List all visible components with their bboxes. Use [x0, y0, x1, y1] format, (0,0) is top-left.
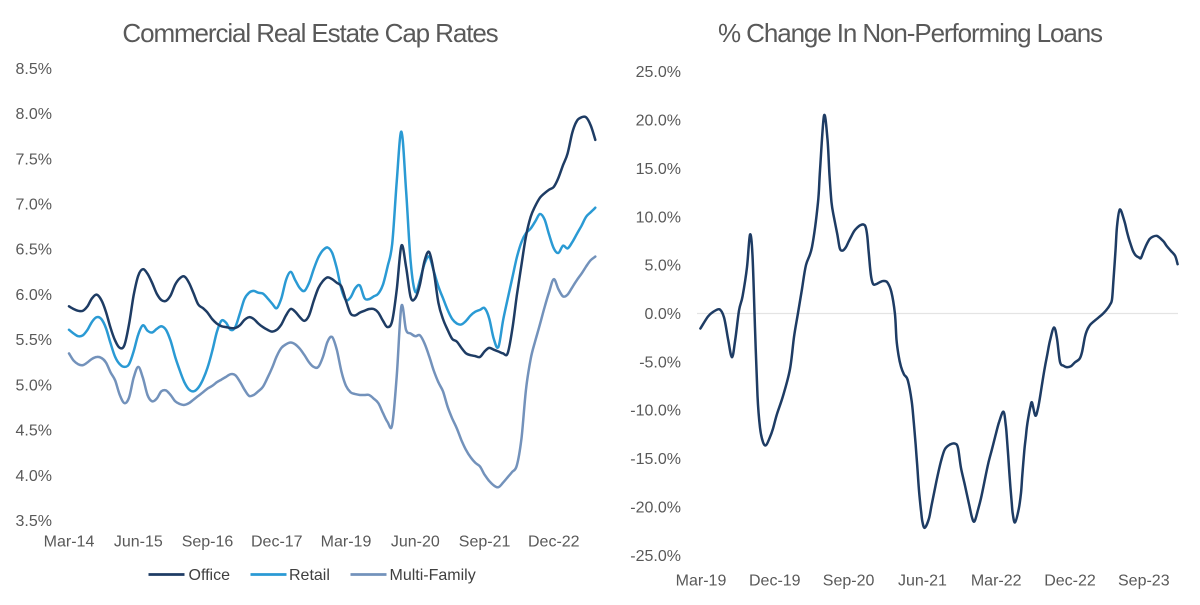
svg-text:5.0%: 5.0%: [16, 377, 52, 394]
svg-text:15.0%: 15.0%: [636, 161, 681, 178]
svg-text:Dec-19: Dec-19: [749, 573, 801, 590]
svg-text:Sep-21: Sep-21: [459, 534, 511, 551]
svg-text:Multi-Family: Multi-Family: [390, 567, 476, 584]
svg-text:7.0%: 7.0%: [16, 197, 52, 214]
svg-text:Retail: Retail: [289, 567, 330, 584]
svg-text:-25.0%: -25.0%: [630, 548, 681, 565]
svg-text:Sep-16: Sep-16: [182, 534, 234, 551]
svg-text:4.0%: 4.0%: [16, 468, 52, 485]
svg-text:Office: Office: [189, 567, 231, 584]
svg-text:Jun-20: Jun-20: [391, 534, 440, 551]
svg-text:Jun-15: Jun-15: [114, 534, 163, 551]
svg-text:Mar-19: Mar-19: [676, 573, 727, 590]
svg-text:-10.0%: -10.0%: [630, 403, 681, 420]
svg-text:5.5%: 5.5%: [16, 332, 52, 349]
svg-text:Jun-21: Jun-21: [898, 573, 947, 590]
svg-text:Mar-22: Mar-22: [971, 573, 1022, 590]
svg-text:10.0%: 10.0%: [636, 209, 681, 226]
svg-text:6.5%: 6.5%: [16, 242, 52, 259]
svg-text:Sep-20: Sep-20: [823, 573, 875, 590]
svg-text:0.0%: 0.0%: [645, 306, 681, 323]
svg-text:Sep-23: Sep-23: [1118, 573, 1170, 590]
svg-text:% Change In Non-Performing Loa: % Change In Non-Performing Loans: [718, 18, 1103, 48]
svg-text:-15.0%: -15.0%: [630, 451, 681, 468]
svg-text:5.0%: 5.0%: [645, 258, 681, 275]
svg-text:Dec-22: Dec-22: [1044, 573, 1096, 590]
svg-text:Dec-17: Dec-17: [251, 534, 303, 551]
svg-text:7.5%: 7.5%: [16, 151, 52, 168]
svg-text:3.5%: 3.5%: [16, 513, 52, 530]
svg-text:Commercial Real Estate Cap Rat: Commercial Real Estate Cap Rates: [122, 18, 498, 48]
svg-text:Dec-22: Dec-22: [528, 534, 580, 551]
svg-text:6.0%: 6.0%: [16, 287, 52, 304]
svg-text:25.0%: 25.0%: [636, 64, 681, 81]
svg-text:-5.0%: -5.0%: [639, 354, 681, 371]
svg-text:20.0%: 20.0%: [636, 113, 681, 130]
svg-text:Mar-19: Mar-19: [321, 534, 372, 551]
svg-text:Mar-14: Mar-14: [44, 534, 95, 551]
svg-text:8.0%: 8.0%: [16, 106, 52, 123]
svg-text:4.5%: 4.5%: [16, 423, 52, 440]
svg-text:8.5%: 8.5%: [16, 61, 52, 78]
svg-text:-20.0%: -20.0%: [630, 499, 681, 516]
